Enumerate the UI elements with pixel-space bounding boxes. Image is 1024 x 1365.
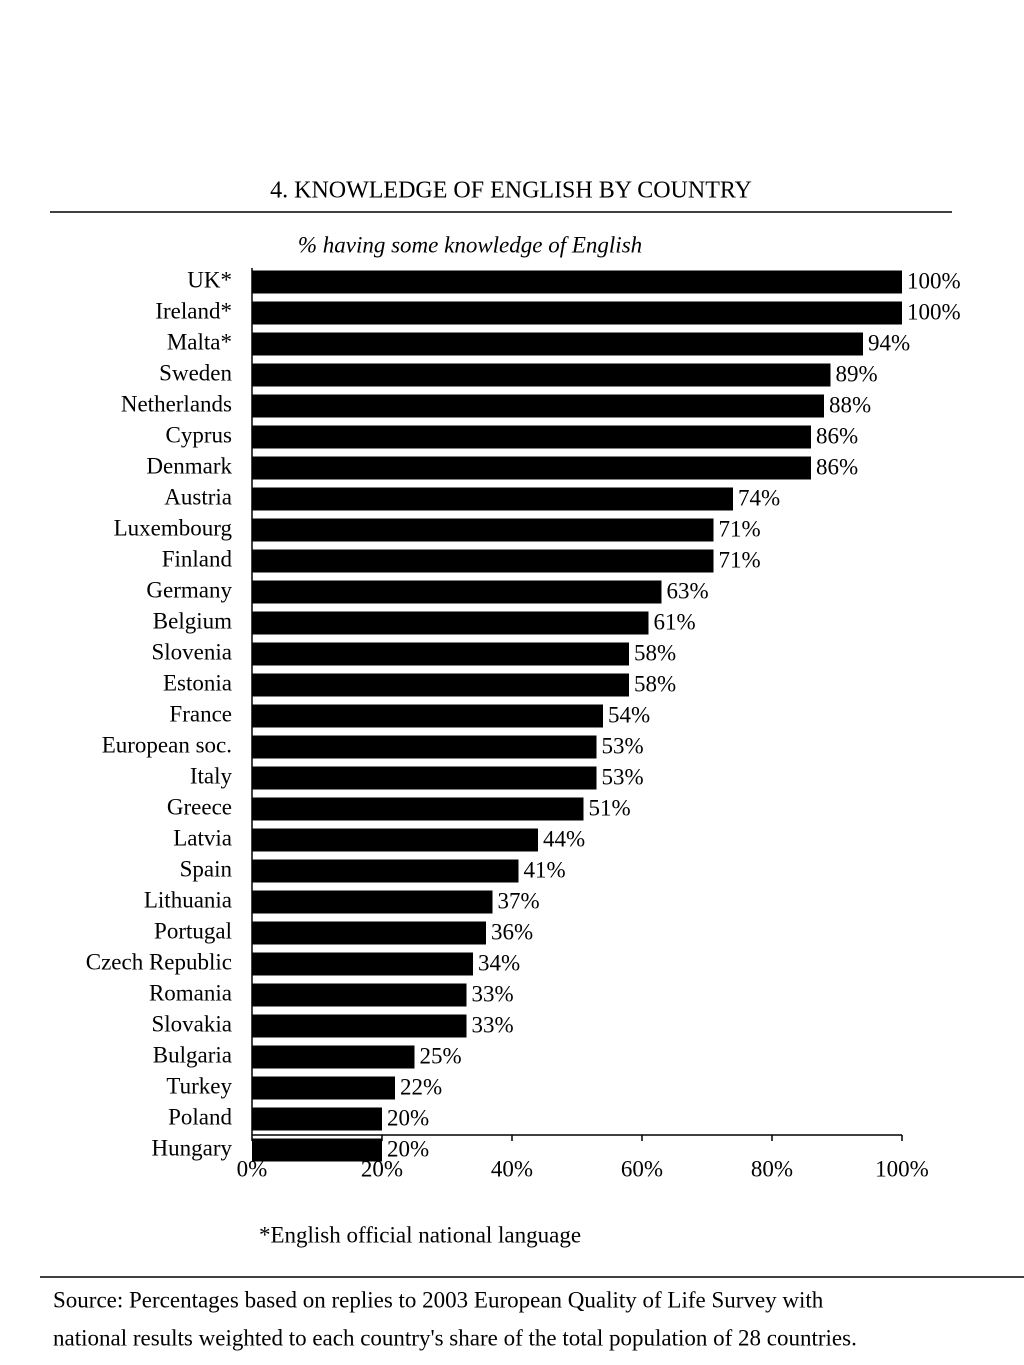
- bar: [252, 518, 714, 542]
- bar: [252, 1138, 382, 1162]
- bar: [252, 642, 629, 666]
- bar: [252, 859, 519, 883]
- y-tick-label: Italy: [190, 763, 233, 788]
- subtitle: % having some knowledge of English: [298, 232, 642, 257]
- y-tick-label: Bulgaria: [153, 1042, 232, 1067]
- y-tick-label: Austria: [164, 484, 232, 509]
- y-tick-label: Luxembourg: [114, 515, 233, 540]
- value-label: 71%: [719, 516, 761, 541]
- bar: [252, 363, 831, 387]
- bar: [252, 580, 662, 604]
- value-label: 89%: [836, 361, 878, 386]
- value-label: 44%: [543, 826, 585, 851]
- value-label: 33%: [472, 981, 514, 1006]
- value-label: 33%: [472, 1012, 514, 1037]
- y-tick-label: Cyprus: [166, 422, 233, 447]
- value-label: 86%: [816, 454, 858, 479]
- value-label: 41%: [524, 857, 566, 882]
- value-label: 86%: [816, 423, 858, 448]
- y-tick-label: Netherlands: [121, 391, 232, 416]
- value-label: 54%: [608, 702, 650, 727]
- bar: [252, 425, 811, 449]
- y-tick-label: Romania: [149, 980, 232, 1005]
- y-tick-label: Ireland*: [155, 298, 232, 323]
- bar: [252, 1045, 415, 1069]
- source-line: national results weighted to each countr…: [53, 1325, 857, 1350]
- bar: [252, 487, 733, 511]
- bar: [252, 1107, 382, 1131]
- y-tick-label: Hungary: [152, 1135, 233, 1160]
- bar: [252, 270, 902, 294]
- value-label: 71%: [719, 547, 761, 572]
- value-label: 74%: [738, 485, 780, 510]
- value-label: 58%: [634, 671, 676, 696]
- bar: [252, 332, 863, 356]
- footnote: *English official national language: [259, 1222, 581, 1247]
- bar: [252, 983, 467, 1007]
- bar: [252, 704, 603, 728]
- bar: [252, 921, 486, 945]
- value-label: 20%: [387, 1136, 429, 1161]
- value-label: 53%: [602, 764, 644, 789]
- value-label: 58%: [634, 640, 676, 665]
- y-tick-label: Estonia: [163, 670, 232, 695]
- y-tick-label: Finland: [162, 546, 233, 571]
- y-tick-label: Lithuania: [144, 887, 232, 912]
- bar: [252, 766, 597, 790]
- bar: [252, 952, 473, 976]
- y-tick-label: Slovakia: [152, 1011, 233, 1036]
- value-label: 53%: [602, 733, 644, 758]
- x-tick-label: 40%: [491, 1156, 533, 1181]
- source-line: Source: Percentages based on replies to …: [53, 1287, 824, 1312]
- value-label: 22%: [400, 1074, 442, 1099]
- value-label: 63%: [667, 578, 709, 603]
- y-tick-label: European soc.: [102, 732, 232, 757]
- bar: [252, 673, 629, 697]
- value-label: 20%: [387, 1105, 429, 1130]
- y-tick-label: Sweden: [159, 360, 232, 385]
- y-tick-label: Portugal: [154, 918, 232, 943]
- y-tick-label: Poland: [168, 1104, 232, 1129]
- bar: [252, 394, 824, 418]
- value-label: 51%: [589, 795, 631, 820]
- value-label: 100%: [907, 299, 961, 324]
- value-label: 100%: [907, 268, 961, 293]
- value-label: 34%: [478, 950, 520, 975]
- bar: [252, 735, 597, 759]
- value-label: 88%: [829, 392, 871, 417]
- x-tick-label: 100%: [875, 1156, 929, 1181]
- y-tick-label: Turkey: [166, 1073, 232, 1098]
- bar: [252, 549, 714, 573]
- x-tick-label: 80%: [751, 1156, 793, 1181]
- value-label: 36%: [491, 919, 533, 944]
- bar: [252, 797, 584, 821]
- value-label: 37%: [498, 888, 540, 913]
- y-tick-label: UK*: [187, 267, 232, 292]
- chart-title: 4. KNOWLEDGE OF ENGLISH BY COUNTRY: [270, 178, 752, 204]
- bar: [252, 611, 649, 635]
- y-tick-label: France: [169, 701, 232, 726]
- bar: [252, 456, 811, 480]
- y-tick-label: Greece: [167, 794, 232, 819]
- bar: [252, 828, 538, 852]
- bar: [252, 1014, 467, 1038]
- y-tick-label: Germany: [146, 577, 232, 602]
- bar: [252, 301, 902, 325]
- y-tick-label: Belgium: [153, 608, 232, 633]
- bar: [252, 890, 493, 914]
- bar: [252, 1076, 395, 1100]
- y-tick-label: Latvia: [173, 825, 232, 850]
- y-tick-label: Slovenia: [152, 639, 233, 664]
- y-tick-label: Malta*: [167, 329, 232, 354]
- x-tick-label: 60%: [621, 1156, 663, 1181]
- value-label: 25%: [420, 1043, 462, 1068]
- value-label: 94%: [868, 330, 910, 355]
- y-tick-label: Spain: [180, 856, 233, 881]
- y-tick-label: Denmark: [146, 453, 232, 478]
- y-tick-label: Czech Republic: [86, 949, 232, 974]
- value-label: 61%: [654, 609, 696, 634]
